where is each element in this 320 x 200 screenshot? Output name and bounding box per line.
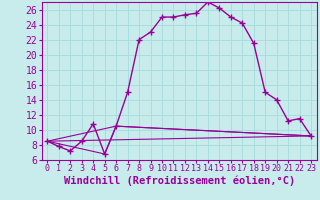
X-axis label: Windchill (Refroidissement éolien,°C): Windchill (Refroidissement éolien,°C) bbox=[64, 176, 295, 186]
